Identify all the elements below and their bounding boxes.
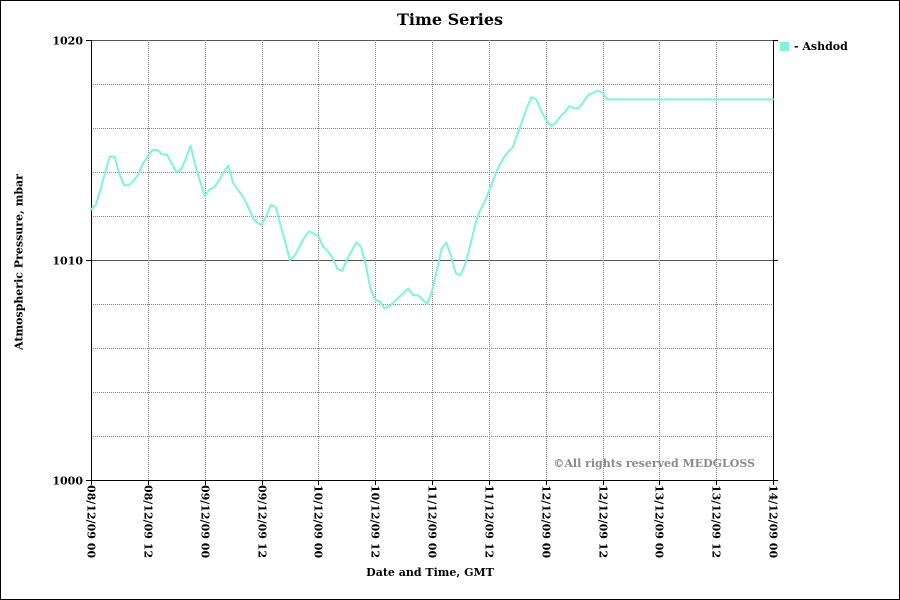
x-tick-label: 13/12/09 00 <box>653 485 666 558</box>
copyright-watermark: ©All rights reserved MEDGLOSS <box>553 457 755 470</box>
x-tick-label: 09/12/09 12 <box>256 485 269 558</box>
x-tick-label: 13/12/09 12 <box>710 485 723 558</box>
legend-swatch <box>780 42 789 51</box>
y-tick-label: 1020 <box>52 35 83 48</box>
x-tick-label: 14/12/09 00 <box>767 485 780 558</box>
legend: - Ashdod <box>780 40 848 53</box>
x-tick-label: 09/12/09 00 <box>199 485 212 558</box>
x-tick-label: 10/12/09 00 <box>312 485 325 558</box>
legend-label: - Ashdod <box>794 40 848 53</box>
series-line-ashdod <box>90 89 774 310</box>
x-tick-label: 08/12/09 00 <box>85 485 98 558</box>
x-tick-label: 11/12/09 00 <box>426 485 439 558</box>
x-tick-label: 08/12/09 12 <box>142 485 155 558</box>
chart-title: Time Series <box>396 10 504 29</box>
y-tick-label: 1000 <box>52 475 83 488</box>
x-tick-label: 12/12/09 12 <box>597 485 610 558</box>
x-axis-label: Date and Time, GMT <box>366 566 494 579</box>
y-tick-label: 1010 <box>52 255 83 268</box>
x-tick-label: 12/12/09 00 <box>540 485 553 558</box>
x-tick-label: 10/12/09 12 <box>369 485 382 558</box>
x-tick-label: 11/12/09 12 <box>483 485 496 558</box>
